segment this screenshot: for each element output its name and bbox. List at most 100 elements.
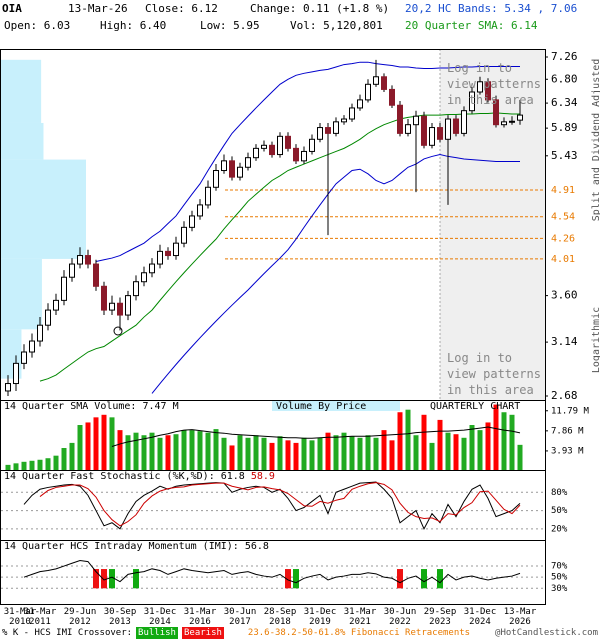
candle-body — [501, 121, 507, 126]
high: High: 6.40 — [100, 19, 166, 32]
y-tick-label: 5.43 — [551, 149, 578, 162]
candle-body — [349, 107, 355, 120]
y-tick-label: 2.68 — [551, 389, 578, 402]
y-tick-label: 50% — [551, 506, 568, 516]
volume-bar — [501, 412, 507, 471]
volume-bar — [189, 430, 195, 471]
x-tick-label: 31-Mar 2016 — [183, 607, 217, 627]
candle-body — [189, 215, 195, 228]
candle-body — [413, 115, 419, 126]
volume-bar — [109, 417, 115, 471]
overlay-line — [39, 112, 520, 382]
imi-frame — [0, 540, 546, 605]
footer-credit: @HotCandlestick.com — [495, 628, 598, 638]
volume-bar — [333, 435, 339, 471]
candle-body — [333, 121, 339, 134]
footer: % K - HCS IMI Crossover: Bullish Bearish… — [2, 627, 598, 639]
y-tick-label: 80% — [551, 488, 568, 498]
volume: Vol: 5,120,801 — [290, 19, 383, 32]
y-tick-label: 3.60 — [551, 289, 578, 302]
candle-body — [381, 76, 387, 90]
sma-label: 20 Quarter SMA: 6.14 — [405, 19, 538, 32]
volume-bar — [381, 430, 387, 471]
volume-bar — [493, 404, 499, 471]
stochastic-title: 14 Quarter Fast Stochastic (%K,%D): 61.8… — [4, 471, 275, 482]
volume-by-price-bar — [1, 59, 42, 123]
volume-bar — [413, 435, 419, 471]
volume-bar — [429, 442, 435, 471]
candle-body — [5, 383, 11, 392]
candle-body — [85, 255, 91, 265]
side-label: Split and Dividend Adjusted — [591, 59, 600, 222]
candle-body — [77, 255, 83, 265]
candle-body — [53, 299, 59, 311]
candle-body — [245, 157, 251, 168]
volume-bar — [373, 437, 379, 471]
footer-bearish: Bearish — [181, 627, 224, 639]
volume-bar — [517, 444, 523, 471]
volume-bar — [77, 425, 83, 471]
change: Change: 0.11 (+1.8 %) — [250, 2, 389, 15]
candle-body — [461, 110, 467, 134]
y-tick-label: 11.79 M — [551, 406, 590, 416]
y-tick-label: 50% — [551, 573, 568, 583]
vbp-label: Volume By Price — [276, 401, 366, 412]
crossover-bearish — [101, 569, 107, 589]
volume-by-price-bar — [1, 159, 86, 259]
candle-body — [445, 118, 451, 140]
candle-body — [285, 135, 291, 149]
x-tick-label: 31-Dec 2014 — [143, 607, 177, 627]
volume-bar — [85, 422, 91, 471]
candle-body — [365, 83, 371, 101]
candle-body — [269, 144, 275, 156]
volume-title: 14 Quarter SMA Volume: 7.47 M — [4, 401, 179, 412]
candle-body — [181, 226, 187, 244]
candle-body — [317, 127, 323, 140]
volume-bar — [5, 464, 11, 471]
fib-label: 4.01 — [551, 254, 575, 265]
candle-body — [109, 302, 115, 311]
candle-body — [45, 309, 51, 326]
volume-bar — [285, 440, 291, 471]
side-label: Logarithmic — [591, 307, 600, 373]
y-tick-label: 7.86 M — [551, 426, 584, 436]
volume-by-price-bar — [1, 258, 42, 330]
volume-bar — [37, 459, 43, 471]
volume-bar — [309, 440, 315, 471]
volume-bar — [453, 434, 459, 471]
crossover-bearish — [93, 569, 99, 589]
stochastic-title-k: 14 Quarter Fast Stochastic (%K,%D): 61.8 — [4, 471, 245, 482]
volume-sma — [111, 426, 521, 447]
x-tick-label: 13-Mar 2026 — [503, 607, 537, 627]
volume-bar — [141, 435, 147, 471]
candle-body — [221, 160, 227, 172]
candle-body — [429, 127, 435, 146]
volume-bar — [365, 435, 371, 471]
volume-bar — [173, 434, 179, 471]
stochastic-title-d: 58.9 — [251, 471, 275, 482]
candle-body — [389, 88, 395, 106]
candle-body — [165, 250, 171, 257]
overlay-line — [95, 61, 520, 262]
volume-bar — [421, 414, 427, 471]
candle-body — [133, 281, 139, 297]
x-tick-label: 31-Mar 2011 — [23, 607, 57, 627]
oscillator-line — [23, 481, 521, 530]
x-tick-label: 30-Sep 2013 — [103, 607, 137, 627]
volume-bar — [117, 430, 123, 471]
pattern-marker — [113, 326, 123, 336]
candle-body — [141, 272, 147, 283]
footer-crossover: % K - HCS IMI Crossover: — [2, 628, 133, 638]
y-tick-label: 6.34 — [551, 96, 578, 109]
volume-bar — [349, 436, 355, 471]
volume-bar — [221, 437, 227, 471]
volume-bar — [485, 422, 491, 471]
candle-body — [477, 81, 483, 93]
crossover-bullish — [109, 569, 115, 589]
volume-bar — [21, 461, 27, 471]
candle-body — [13, 362, 19, 385]
candle-body — [93, 263, 99, 287]
candle-body — [229, 160, 235, 178]
volume-bar — [93, 417, 99, 471]
